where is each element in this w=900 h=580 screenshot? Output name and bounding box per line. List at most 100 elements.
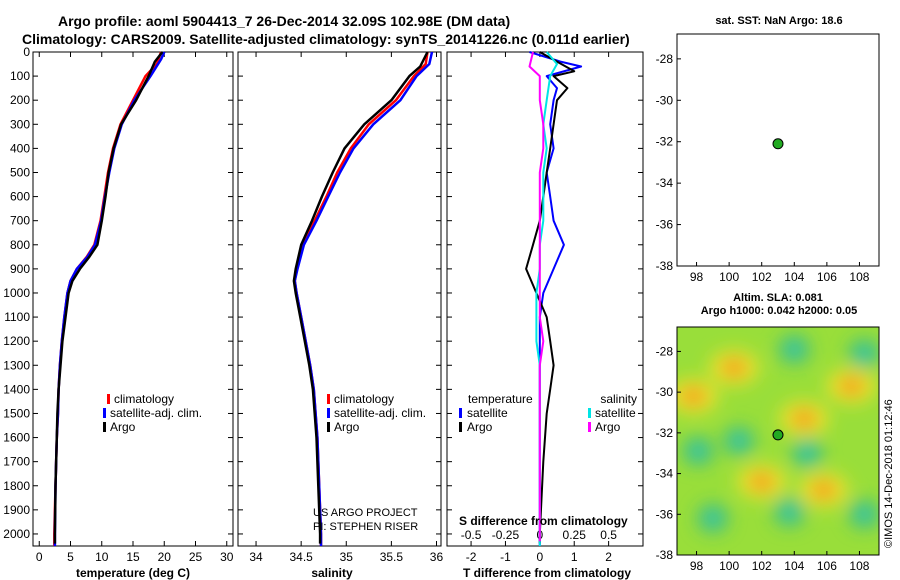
sla-map-panel: Altim. SLA: 0.081 Argo h1000: 0.042 h200… xyxy=(656,292,880,573)
map-x-tick-label: 104 xyxy=(784,559,804,573)
map-y-tick-label: -30 xyxy=(656,385,674,399)
map-x-tick-label: 108 xyxy=(849,270,869,284)
legend-swatch-argo-temp xyxy=(459,422,462,432)
x-tick-label: 2 xyxy=(605,550,612,564)
legend-argo: Argo xyxy=(334,420,360,434)
depth-tick-label: 1300 xyxy=(3,358,30,372)
sla-high-core xyxy=(681,387,706,406)
map-x-tick-label: 102 xyxy=(752,270,772,284)
salinity-lines xyxy=(292,51,434,546)
depth-tick-label: 800 xyxy=(10,238,30,252)
temperature-xlabel: temperature (deg C) xyxy=(76,566,190,580)
depth-tick-label: 500 xyxy=(10,165,30,179)
depth-axis: 0 100 200 300 400 500 600 700 800 900 1000 1100 1200… xyxy=(3,45,233,541)
map-y-tick-label: -32 xyxy=(656,426,674,440)
imos-stamp: ©IMOS 14-Dec-2018 01:12:46 xyxy=(883,399,895,548)
depth-tick-label: 0 xyxy=(23,45,30,59)
map-x-tick-label: 100 xyxy=(719,270,739,284)
series-line-climatology xyxy=(293,51,429,546)
depth-tick-label: 1500 xyxy=(3,406,30,420)
depth-tick-label: 1400 xyxy=(3,382,30,396)
legend-swatch-climatology xyxy=(107,394,110,404)
sla-high-core xyxy=(749,472,774,491)
depth-tick-label: 1100 xyxy=(4,310,30,324)
salinity-xlabel: salinity xyxy=(311,566,353,580)
difference-panel: -2 -1 0 1 2 -0.5 -0.25 0 0.25 0.5 T difference f… xyxy=(446,51,644,580)
map-x-tick-label: 106 xyxy=(817,270,837,284)
argo-float-marker xyxy=(772,138,784,150)
legend-swatch-sat-sal xyxy=(588,408,591,418)
sla-low-core xyxy=(731,434,746,448)
legend-climatology: climatology xyxy=(334,392,394,406)
legend-swatch-satellite xyxy=(103,408,106,418)
depth-tick-label: 600 xyxy=(10,190,30,204)
x-tick-label: 1 xyxy=(571,550,578,564)
x-tick-label: 20 xyxy=(158,550,172,564)
map-y-tick-label: -28 xyxy=(656,344,674,358)
sla-map-markers xyxy=(772,429,784,441)
temperature-axes-frame xyxy=(32,51,234,547)
x-tick-label: 30 xyxy=(220,550,234,564)
legend-argo: Argo xyxy=(110,420,136,434)
series-line-climatology xyxy=(53,51,163,546)
depth-tick-label: 900 xyxy=(10,262,30,276)
map-x-tick-label: 100 xyxy=(719,559,739,573)
map-y-tick-label: -38 xyxy=(656,259,674,273)
sst-map-markers xyxy=(772,138,784,150)
legend-swatch-argo xyxy=(103,422,106,432)
sla-low-core xyxy=(857,346,872,361)
depth-tick-label: 1900 xyxy=(3,503,30,517)
map-x-tick-label: 106 xyxy=(817,559,837,573)
map-x-tick-label: 104 xyxy=(784,270,804,284)
difference-depth-ticks xyxy=(447,51,643,535)
sla-high-core xyxy=(722,358,747,377)
credit-project: US ARGO PROJECT xyxy=(313,507,418,519)
series-line-argo-temperature- xyxy=(525,51,576,544)
sla-title-line2: Argo h1000: 0.042 h2000: 0.05 xyxy=(701,305,858,317)
figure-title-line2: Climatology: CARS2009. Satellite-adjuste… xyxy=(22,31,630,47)
series-line-argo-salinity- xyxy=(528,51,545,542)
sla-low-core xyxy=(782,505,797,520)
map-x-tick-label: 102 xyxy=(752,559,772,573)
s-diff-tick-label: -0.25 xyxy=(492,528,520,542)
s-diff-tick-label: 0.5 xyxy=(600,528,617,542)
legend-swatch-satellite xyxy=(327,408,330,418)
depth-tick-label: 700 xyxy=(10,214,30,228)
legend-sat-sal: satellite xyxy=(595,406,636,420)
legend-temperature-header: temperature xyxy=(468,392,533,406)
temperature-axis: 0 5 10 15 20 25 30 xyxy=(36,52,234,564)
s-difference-label: S difference from climatology xyxy=(459,514,628,528)
s-diff-tick-label: 0.25 xyxy=(563,528,587,542)
x-tick-label: 15 xyxy=(126,550,140,564)
depth-tick-label: 300 xyxy=(10,117,30,131)
legend-sat-temp: satellite xyxy=(467,406,508,420)
legend-swatch-climatology xyxy=(327,394,330,404)
temperature-lines xyxy=(53,51,166,546)
temperature-legend: climatology satellite-adj. clim. Argo xyxy=(103,392,202,434)
legend-argo-sal: Argo xyxy=(595,420,621,434)
depth-tick-label: 200 xyxy=(10,93,30,107)
difference-axes-frame xyxy=(446,51,644,547)
temperature-panel: 0100200300400500600700800900100011001200… xyxy=(3,45,233,580)
legend-swatch-argo-sal xyxy=(588,422,591,432)
legend-argo-temp: Argo xyxy=(467,420,493,434)
difference-lines xyxy=(525,51,583,546)
legend-salinity-header: salinity xyxy=(600,392,637,406)
depth-tick-label: 1800 xyxy=(3,479,30,493)
sla-low-core xyxy=(787,342,802,357)
x-tick-label: 10 xyxy=(95,550,109,564)
x-tick-label: 0 xyxy=(536,550,543,564)
sla-map-ticks: 98 100 102 104 106 108 -28 -30 -32 -34 -36 -38 xyxy=(656,344,870,573)
map-x-tick-label: 98 xyxy=(690,270,704,284)
difference-axis: -2 -1 0 1 2 xyxy=(466,52,612,564)
map-x-tick-label: 98 xyxy=(690,559,704,573)
sla-title-line1: Altim. SLA: 0.081 xyxy=(733,292,823,304)
map-y-tick-label: -36 xyxy=(656,218,674,232)
sst-map-frame xyxy=(676,33,880,267)
map-y-tick-label: -32 xyxy=(656,135,674,149)
depth-tick-label: 1700 xyxy=(3,455,30,469)
salinity-axes-frame xyxy=(237,51,442,547)
map-y-tick-label: -36 xyxy=(656,507,674,521)
sla-high-core xyxy=(839,377,864,396)
x-tick-label: 35 xyxy=(340,550,354,564)
